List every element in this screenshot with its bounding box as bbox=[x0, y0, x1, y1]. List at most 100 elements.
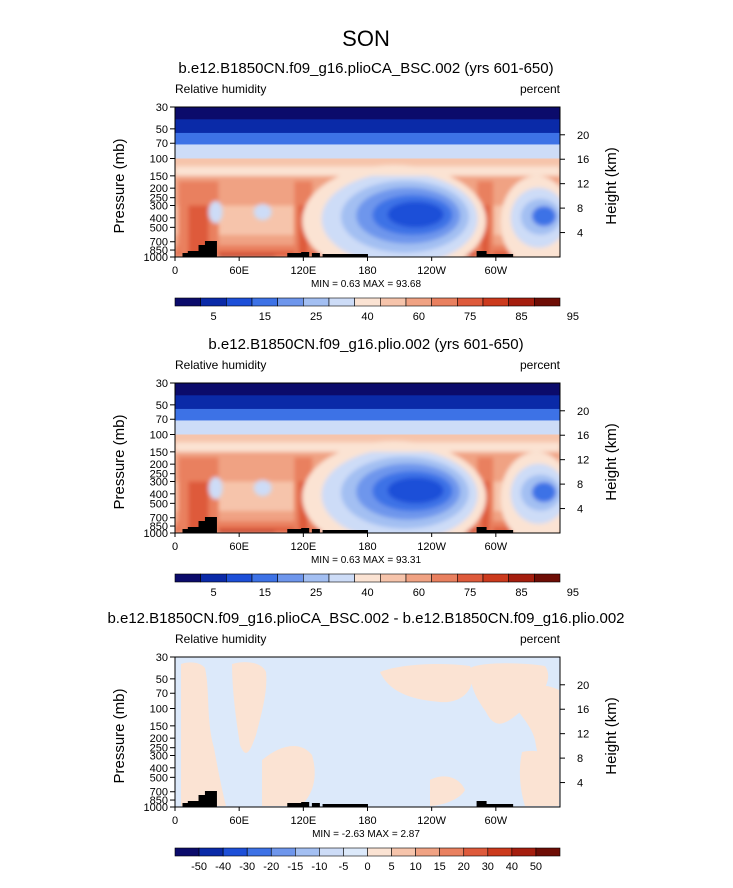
y-tick-label: 50 bbox=[156, 674, 168, 686]
variable-label: Relative humidity bbox=[175, 82, 266, 96]
y-tick-label: 250 bbox=[150, 743, 168, 755]
colorbar-swatch bbox=[405, 573, 432, 583]
terrain-mask bbox=[182, 791, 514, 807]
stats-label: MIN = 0.63 MAX = 93.31 bbox=[311, 555, 421, 566]
y2-tick-label: 4 bbox=[577, 778, 583, 790]
colorbar-swatch bbox=[511, 847, 537, 857]
y2-tick-label: 8 bbox=[577, 479, 583, 491]
colorbar-swatch bbox=[391, 847, 416, 857]
y2-tick-label: 20 bbox=[577, 130, 589, 142]
y-tick-label: 700 bbox=[150, 787, 168, 799]
y-tick-label: 300 bbox=[150, 200, 168, 212]
terrain-mask bbox=[182, 241, 514, 257]
colorbar-swatch bbox=[277, 573, 304, 583]
plot-area bbox=[175, 107, 560, 257]
colorbar-swatch bbox=[328, 297, 355, 307]
y2-tick-label: 4 bbox=[577, 504, 583, 516]
y2-tick-label: 16 bbox=[577, 704, 589, 716]
colorbar-swatch bbox=[198, 847, 224, 857]
y2-axis-label: Height (km) bbox=[603, 423, 620, 501]
y-tick-label: 50 bbox=[156, 400, 168, 412]
y-tick-label: 100 bbox=[150, 430, 168, 442]
colorbar-label: 50 bbox=[530, 861, 542, 873]
colorbar-swatch bbox=[463, 847, 489, 857]
colorbar-label: -5 bbox=[339, 861, 349, 873]
colorbar-label: 60 bbox=[413, 311, 425, 323]
colorbar-label: -20 bbox=[263, 861, 279, 873]
colorbar-label: 15 bbox=[259, 587, 271, 599]
colorbar-label: 15 bbox=[434, 861, 446, 873]
x-tick-label: 60E bbox=[229, 265, 249, 277]
y-tick-label: 200 bbox=[150, 459, 168, 471]
colorbar-swatch bbox=[222, 847, 248, 857]
colorbar-label: -15 bbox=[287, 861, 303, 873]
colorbar-swatch bbox=[270, 847, 296, 857]
y-tick-label: 500 bbox=[150, 498, 168, 510]
colorbar-swatch bbox=[431, 297, 458, 307]
x-tick-label: 60E bbox=[229, 541, 249, 553]
colorbar-swatch bbox=[303, 573, 330, 583]
y-tick-label: 700 bbox=[150, 513, 168, 525]
colorbar-swatch bbox=[246, 847, 272, 857]
y-axis-label: Pressure (mb) bbox=[111, 414, 128, 509]
panel-2: b.e12.B1850CN.f09_g16.plio.002 (yrs 601-… bbox=[111, 336, 620, 599]
colorbar-swatch bbox=[174, 573, 201, 583]
colorbar-swatch bbox=[200, 297, 227, 307]
panel-3: b.e12.B1850CN.f09_g16.plioCA_BSC.002 - b… bbox=[107, 610, 624, 873]
colorbar-swatch bbox=[174, 297, 201, 307]
colorbar-swatch bbox=[439, 847, 465, 857]
y-tick-label: 400 bbox=[150, 489, 168, 501]
field-contours bbox=[175, 164, 560, 257]
field-contours bbox=[175, 440, 560, 533]
y-tick-label: 1000 bbox=[144, 252, 168, 264]
y2-axis: 20 16 12 8 4 bbox=[560, 406, 589, 516]
y2-tick-label: 4 bbox=[577, 228, 583, 240]
colorbar-swatch bbox=[508, 573, 535, 583]
y2-tick-label: 16 bbox=[577, 154, 589, 166]
plot-area bbox=[175, 383, 560, 533]
x-tick-label: 180 bbox=[358, 541, 376, 553]
x-tick-label: 60W bbox=[485, 265, 508, 277]
y-tick-label: 500 bbox=[150, 222, 168, 234]
colorbar: 5 15 25 40 60 75 85 95 bbox=[174, 573, 579, 599]
y2-tick-label: 12 bbox=[577, 729, 589, 741]
x-tick-label: 60W bbox=[485, 541, 508, 553]
colorbar-label: 75 bbox=[464, 311, 476, 323]
colorbar-swatch bbox=[295, 847, 320, 857]
y-tick-label: 250 bbox=[150, 193, 168, 205]
colorbar-swatch bbox=[367, 847, 392, 857]
colorbar-label: 75 bbox=[464, 587, 476, 599]
colorbar-swatch bbox=[380, 297, 407, 307]
x-tick-label: 60E bbox=[229, 815, 249, 827]
x-tick-label: 180 bbox=[358, 265, 376, 277]
colorbar-swatch bbox=[535, 847, 561, 857]
y-tick-label: 70 bbox=[156, 414, 168, 426]
colorbar-label: 40 bbox=[361, 311, 373, 323]
colorbar-label: 85 bbox=[515, 311, 527, 323]
x-tick-label: 0 bbox=[172, 815, 178, 827]
stats-label: MIN = -2.63 MAX = 2.87 bbox=[312, 829, 420, 840]
y-tick-label: 50 bbox=[156, 124, 168, 136]
y-tick-label: 70 bbox=[156, 138, 168, 150]
x-tick-label: 0 bbox=[172, 541, 178, 553]
colorbar-swatch bbox=[534, 297, 561, 307]
y-tick-label: 300 bbox=[150, 750, 168, 762]
colorbar-swatch bbox=[508, 297, 535, 307]
x-tick-label: 180 bbox=[358, 815, 376, 827]
colorbar-label: 20 bbox=[458, 861, 470, 873]
colorbar: -50 -40 -30 -20 -15 -10 -5 0 5 10 15 20 30 40 50 bbox=[174, 847, 561, 873]
x-axis: 0 60E 120E 180 120W 60W bbox=[172, 807, 508, 827]
y-tick-label: 70 bbox=[156, 688, 168, 700]
y-tick-label: 30 bbox=[156, 652, 168, 664]
colorbar-swatch bbox=[487, 847, 513, 857]
colorbar: 5 15 25 40 60 75 85 95 bbox=[174, 297, 579, 323]
colorbar-label: 30 bbox=[482, 861, 494, 873]
colorbar-swatch bbox=[482, 573, 509, 583]
x-tick-label: 120E bbox=[290, 265, 316, 277]
y-tick-label: 400 bbox=[150, 213, 168, 225]
x-tick-label: 0 bbox=[172, 265, 178, 277]
variable-label: Relative humidity bbox=[175, 358, 266, 372]
y-tick-label: 500 bbox=[150, 772, 168, 784]
